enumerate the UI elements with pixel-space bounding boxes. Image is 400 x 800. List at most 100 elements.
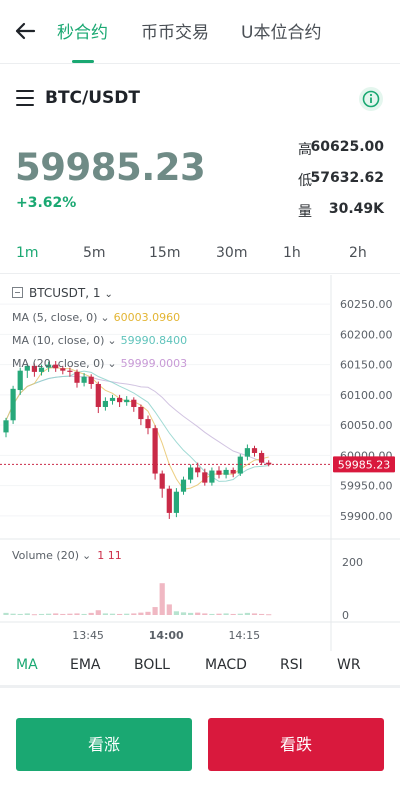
candle-body xyxy=(188,467,194,480)
ma5-value: 60003.0960 xyxy=(113,311,181,324)
low-label: 低 xyxy=(298,173,312,189)
candle-body xyxy=(166,488,172,513)
time-tick-label: 14:15 xyxy=(228,629,260,642)
volume-bar xyxy=(10,613,16,615)
chevron-down-icon[interactable]: ⌄ xyxy=(107,357,117,370)
volume-bar xyxy=(209,613,215,615)
volume-bar xyxy=(67,613,73,615)
volume-bar xyxy=(117,613,123,615)
menu-icon[interactable] xyxy=(16,90,34,106)
price-chart[interactable]: 60250.00 60200.00 60150.00 60100.00 60050.00… xyxy=(0,275,400,651)
volume-bar xyxy=(3,612,9,615)
price-tick-label: 60250.00 xyxy=(340,298,393,311)
candle-body xyxy=(38,367,45,372)
buy-up-button[interactable]: 看涨 xyxy=(16,718,192,771)
chart-symbol-label: BTCUSDT, 1 xyxy=(29,286,101,300)
volume-bar xyxy=(124,613,130,615)
timeframe-15m[interactable]: 15m xyxy=(149,245,181,261)
indicator-ma[interactable]: MA xyxy=(16,657,38,673)
indicator-wr[interactable]: WR xyxy=(337,657,361,673)
last-price: 59985.23 xyxy=(15,146,206,189)
indicator-rsi[interactable]: RSI xyxy=(280,657,303,673)
ma20-legend: MA (20, close, 0) ⌄ 59999.0003 xyxy=(12,357,187,370)
volume-bar xyxy=(202,613,208,615)
chart-symbol[interactable]: BTCUSDT, 1 ⌄ xyxy=(12,286,113,300)
tab-second-contract[interactable]: 秒合约 xyxy=(57,23,108,43)
candle-body xyxy=(180,479,187,492)
chevron-down-icon[interactable]: ⌄ xyxy=(82,549,92,562)
back-arrow-icon[interactable] xyxy=(14,20,36,42)
candle-body xyxy=(145,419,151,429)
collapse-icon[interactable] xyxy=(12,287,23,298)
indicator-boll[interactable]: BOLL xyxy=(134,657,170,673)
timeframe-2h[interactable]: 2h xyxy=(349,245,367,261)
candle-body xyxy=(266,462,272,465)
divider xyxy=(0,273,400,274)
candle-body xyxy=(10,388,16,421)
price-tick-label: 59950.00 xyxy=(340,480,393,493)
candle-body xyxy=(95,383,101,407)
candle-body xyxy=(223,469,229,475)
high-value: 60625.00 xyxy=(310,139,384,155)
divider xyxy=(0,685,400,688)
price-tick-label: 60050.00 xyxy=(340,419,393,432)
last-price-tag-label: 59985.23 xyxy=(338,458,391,471)
pair-name[interactable]: BTC/USDT xyxy=(45,88,140,108)
volume-legend: Volume (20) ⌄ 1 11 xyxy=(12,549,122,562)
volume-bar xyxy=(180,612,187,615)
volume-tick-label: 0 xyxy=(342,609,349,622)
candle-body xyxy=(117,397,123,403)
timeframe-5m[interactable]: 5m xyxy=(83,245,106,261)
candle-body xyxy=(3,420,9,433)
volume-tick-label: 200 xyxy=(342,556,363,569)
volume-bar xyxy=(81,613,87,615)
volume-bar xyxy=(244,612,250,615)
candle-body xyxy=(209,470,215,483)
ma10-line xyxy=(5,370,269,482)
candle-body xyxy=(202,472,208,483)
candle-body xyxy=(159,473,165,489)
timeframe-1h[interactable]: 1h xyxy=(283,245,301,261)
tab-spot-trading[interactable]: 币币交易 xyxy=(141,23,209,43)
volume-bar xyxy=(188,612,194,615)
info-icon[interactable] xyxy=(359,87,383,111)
volume-bar xyxy=(259,613,265,615)
indicator-macd[interactable]: MACD xyxy=(205,657,247,673)
price-tick-label: 60100.00 xyxy=(340,389,393,402)
chevron-down-icon[interactable]: ⌄ xyxy=(107,334,117,347)
chevron-down-icon[interactable]: ⌄ xyxy=(100,311,110,324)
indicator-ema[interactable]: EMA xyxy=(70,657,101,673)
candle-body xyxy=(259,452,265,463)
timeframe-30m[interactable]: 30m xyxy=(216,245,248,261)
candle-body xyxy=(81,376,87,383)
candle-body xyxy=(138,406,144,420)
timeframe-1m[interactable]: 1m xyxy=(16,245,39,261)
candle-body xyxy=(24,365,30,371)
ma20-label: MA (20, close, 0) xyxy=(12,357,105,370)
volume-bar xyxy=(251,613,258,615)
low-value: 57632.62 xyxy=(310,170,384,186)
chevron-down-icon[interactable]: ⌄ xyxy=(104,289,113,300)
candle-body xyxy=(67,370,73,372)
volume-bar xyxy=(17,613,23,615)
volume-bar xyxy=(24,613,30,615)
volume-legend-value: 1 11 xyxy=(97,549,122,562)
sell-down-button[interactable]: 看跌 xyxy=(208,718,384,771)
tab-usdt-futures[interactable]: U本位合约 xyxy=(241,23,322,43)
price-tick-label: 60150.00 xyxy=(340,359,393,372)
ma10-value: 59990.8400 xyxy=(120,334,188,347)
volume-bar xyxy=(131,613,137,615)
price-change: +3.62% xyxy=(16,195,77,211)
candle-body xyxy=(60,368,66,371)
candle-body xyxy=(251,448,258,453)
chart-canvas[interactable]: 60250.00 60200.00 60150.00 60100.00 60050.00… xyxy=(0,275,400,651)
volume-bar xyxy=(38,613,45,615)
pair-header: BTC/USDT xyxy=(0,80,400,120)
volume-bar xyxy=(266,614,272,616)
top-bar: 秒合约 币币交易 U本位合约 xyxy=(0,0,400,64)
candle-body xyxy=(131,399,137,407)
volume-bar xyxy=(46,613,52,615)
volume-bar xyxy=(88,612,94,615)
candle-body xyxy=(244,448,250,457)
volume-bar xyxy=(109,613,116,615)
